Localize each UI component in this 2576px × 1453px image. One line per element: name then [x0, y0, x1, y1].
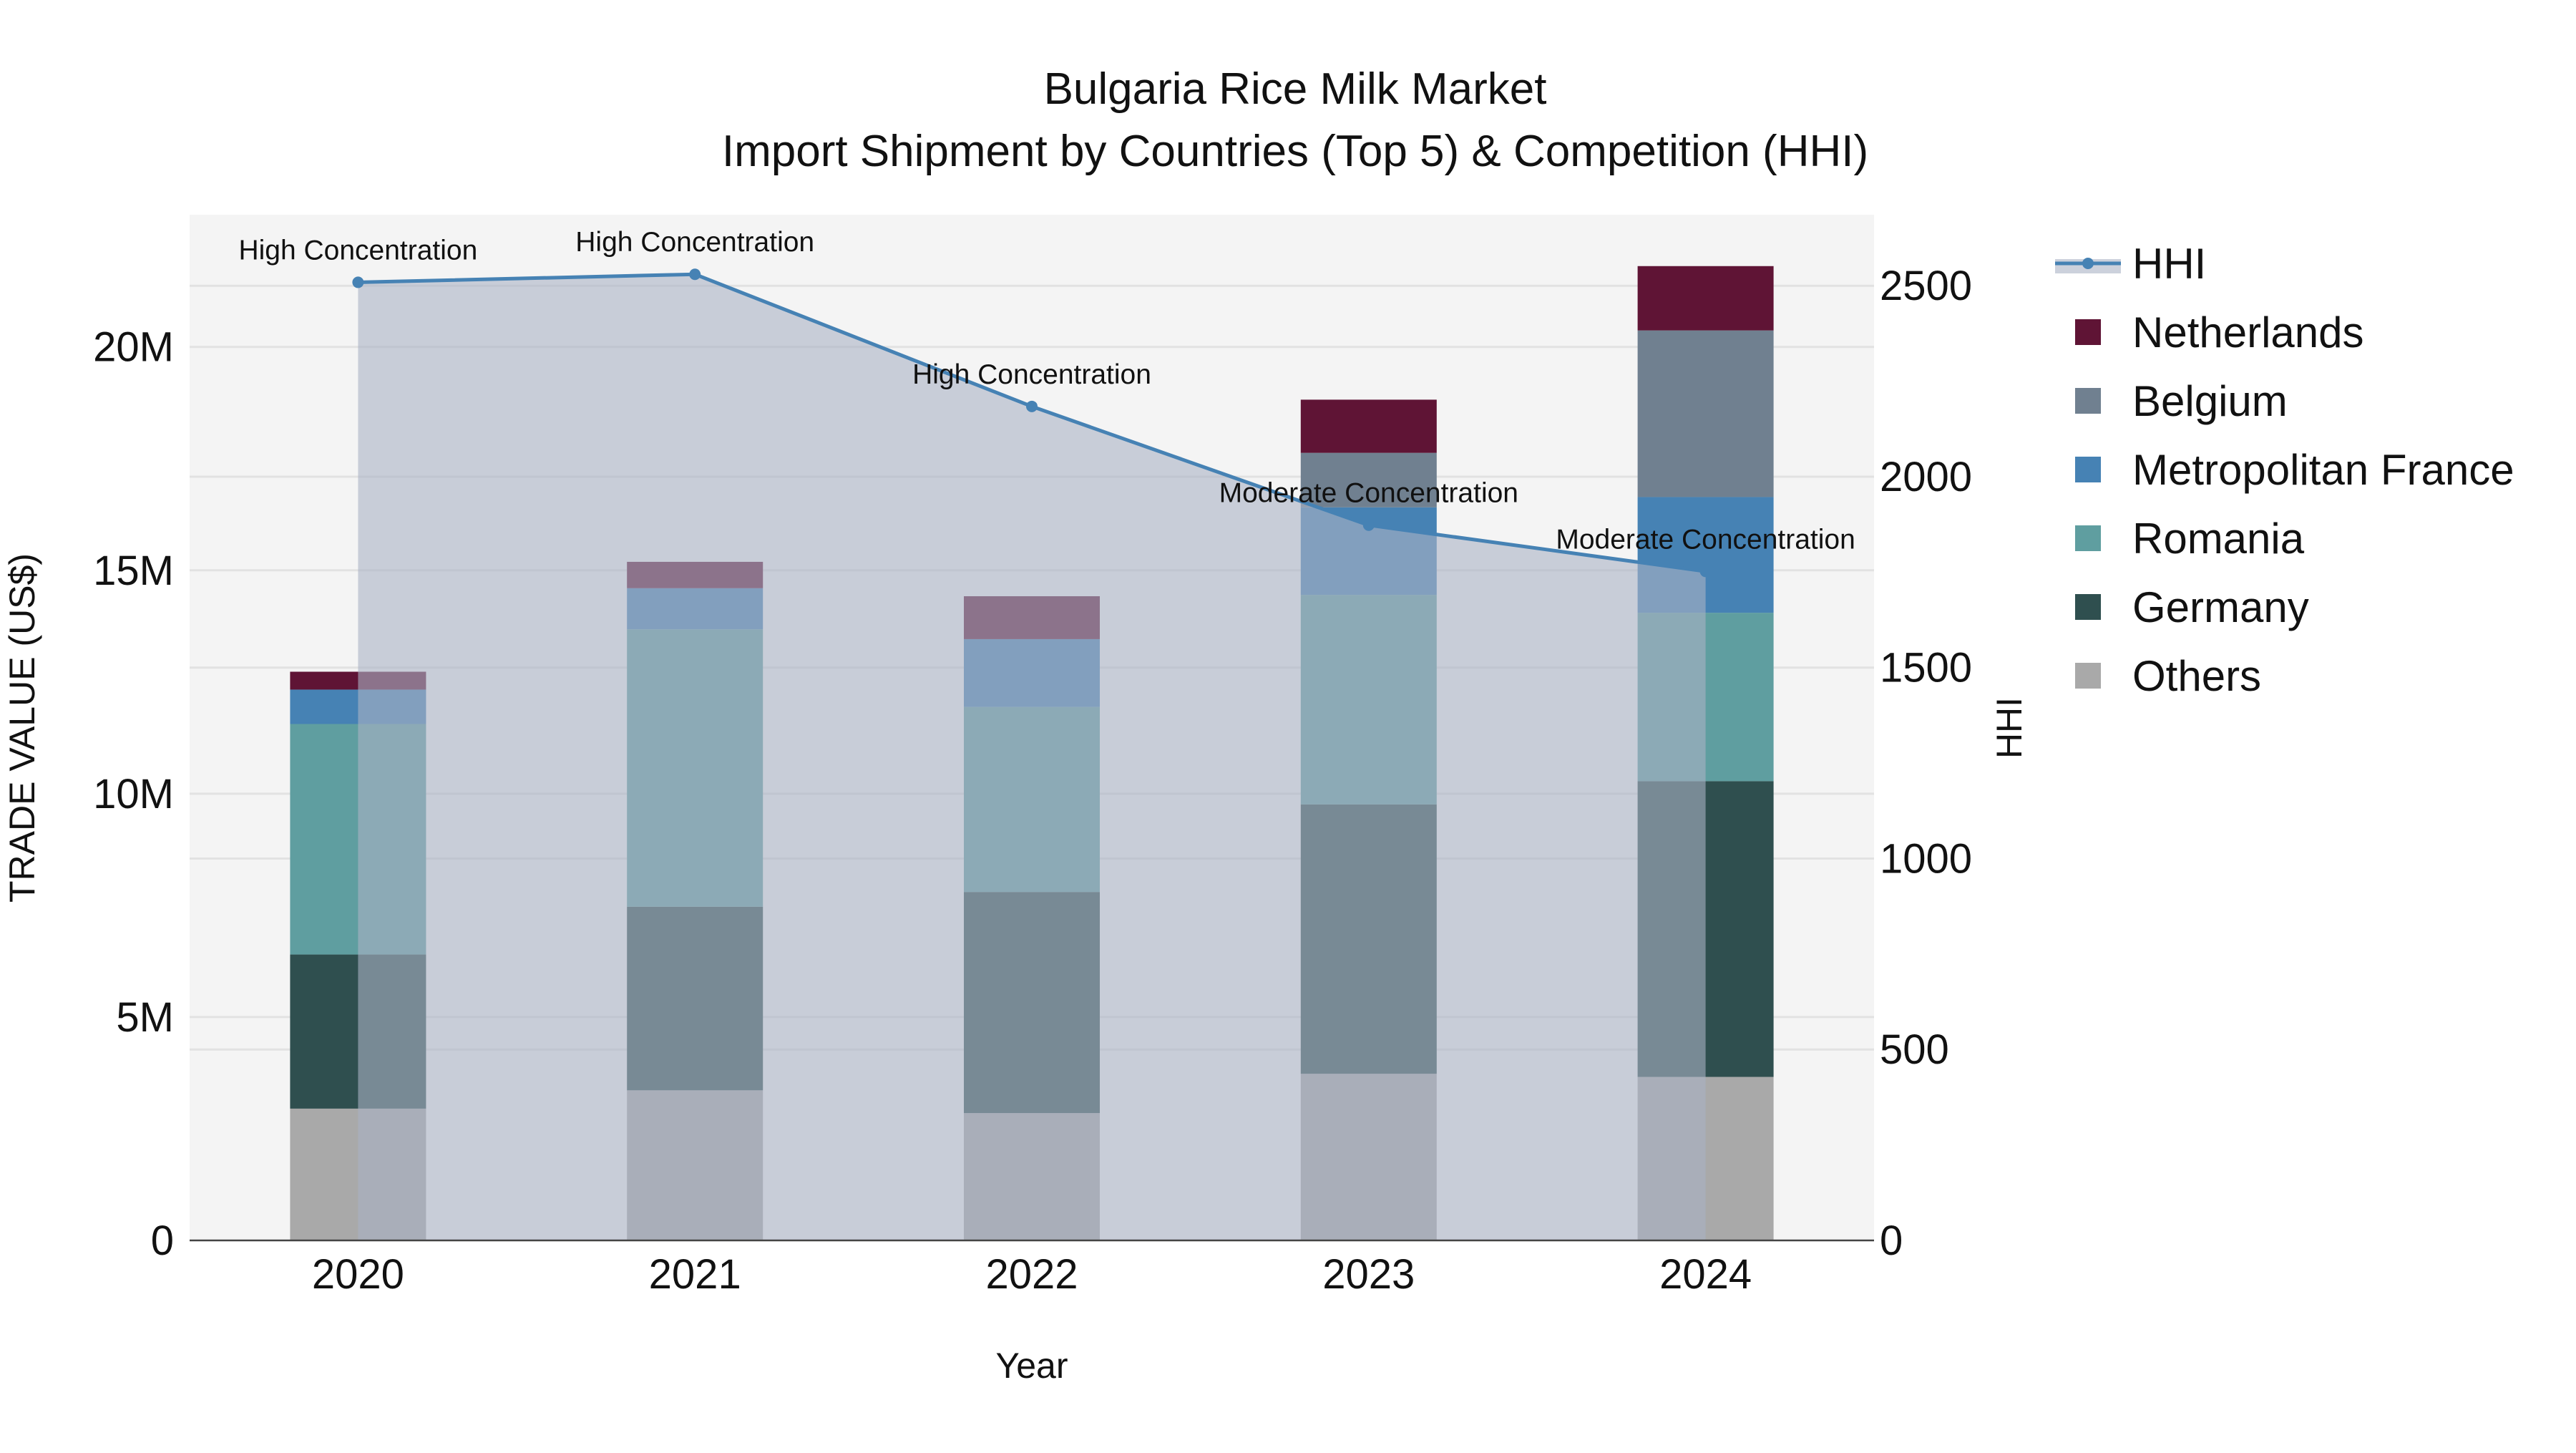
chart-subtitle: Import Shipment by Countries (Top 5) & C… [722, 127, 1868, 176]
x-tick-label: 2022 [985, 1251, 1078, 1298]
bar-belgium [1637, 330, 1774, 497]
hhi-area [358, 274, 1706, 1241]
legend-label: Netherlands [2132, 308, 2364, 356]
y2-tick-label: 0 [1880, 1218, 1903, 1264]
hhi-annotation: Moderate Concentration [1556, 524, 1855, 555]
legend-label: Belgium [2132, 377, 2288, 425]
legend-label: Others [2132, 652, 2261, 700]
legend-swatch [2075, 457, 2101, 482]
hhi-annotation: High Concentration [238, 235, 477, 266]
chart-title: Bulgaria Rice Milk Market [1044, 64, 1547, 114]
legend-label: Metropolitan France [2132, 446, 2514, 494]
y-tick-label: 10M [93, 771, 174, 817]
legend-swatch [2075, 663, 2101, 689]
y-tick-label: 0 [151, 1218, 174, 1264]
legend-label: Germany [2132, 583, 2309, 631]
y-tick-label: 5M [116, 994, 174, 1041]
legend-hhi-marker [2082, 258, 2094, 269]
hhi-point [352, 276, 364, 288]
hhi-series: High Concentration High Concentration High… [238, 227, 1855, 1241]
legend-swatch [2075, 319, 2101, 345]
bar-netherlands [1637, 266, 1774, 331]
legend-label: HHI [2132, 240, 2206, 288]
hhi-annotation: High Concentration [912, 359, 1151, 390]
x-axis-title: Year [995, 1346, 1068, 1386]
x-tick-label: 2024 [1659, 1251, 1752, 1298]
y-axis-title: TRADE VALUE (US$) [2, 553, 42, 903]
y-tick-label: 15M [93, 548, 174, 594]
legend-label: Romania [2132, 515, 2305, 563]
y2-tick-label: 1500 [1880, 645, 1972, 691]
y-tick-label: 20M [93, 324, 174, 371]
hhi-point [1026, 400, 1038, 412]
legend-swatch [2075, 594, 2101, 620]
y2-tick-label: 1000 [1880, 835, 1972, 882]
x-tick-label: 2023 [1322, 1251, 1415, 1298]
hhi-point [689, 268, 701, 281]
y2-tick-label: 500 [1880, 1026, 1949, 1073]
axes: 0 5M 10M 15M 20M 0 500 1000 1500 2000 2500 2020 2021… [93, 263, 1972, 1298]
y2-axis-title: HHI [1989, 697, 2029, 759]
hhi-point [1699, 565, 1712, 578]
legend-swatch [2075, 388, 2101, 414]
legend: HHI Netherlands Belgium Metropolitan France… [2055, 240, 2514, 700]
y2-tick-label: 2000 [1880, 454, 1972, 500]
bar-belgium [1300, 452, 1437, 507]
x-tick-label: 2021 [649, 1251, 741, 1298]
hhi-point [1362, 519, 1375, 531]
legend-swatch [2075, 525, 2101, 551]
bar-netherlands [1300, 399, 1437, 453]
y2-tick-label: 2500 [1880, 263, 1972, 309]
hhi-annotation: Moderate Concentration [1219, 478, 1518, 509]
x-tick-label: 2020 [312, 1251, 404, 1298]
hhi-annotation: High Concentration [575, 227, 814, 258]
